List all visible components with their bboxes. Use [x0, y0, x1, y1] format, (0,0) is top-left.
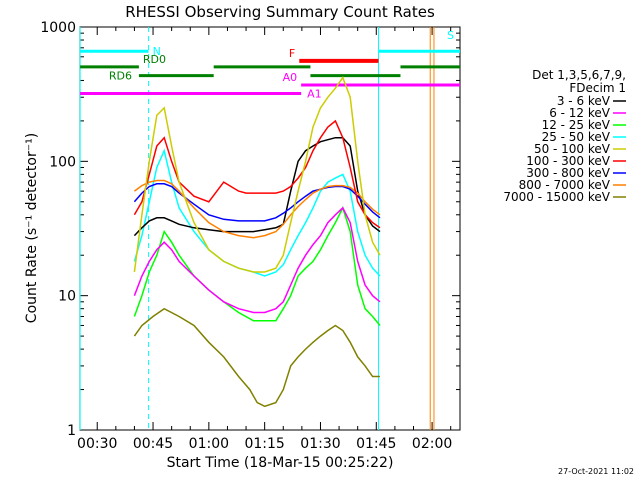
y-axis-label: Count Rate (s⁻¹ detector⁻¹) [24, 133, 40, 323]
x-tick-label: 01:15 [244, 436, 284, 452]
legend-header-2: FDecim 1 [569, 81, 626, 95]
state-label-f: F [289, 47, 295, 60]
legend-label: 6 - 12 keV [549, 106, 611, 120]
state-label-a0: A0 [283, 71, 298, 84]
legend-label: 100 - 300 keV [526, 154, 610, 168]
series-line-5 [133, 183, 381, 222]
state-label-n: N [153, 45, 161, 58]
series-line-4 [133, 136, 381, 237]
legend-label: 800 - 7000 keV [519, 178, 611, 192]
series-line-6 [133, 179, 381, 239]
series-line-2 [133, 206, 381, 314]
legend-label: 12 - 25 keV [542, 118, 611, 132]
series-line-3 [133, 148, 381, 277]
y-tick-label: 10 [58, 289, 76, 305]
x-tick-label: 02:00 [412, 436, 452, 452]
axis-ticks: 1 10 100 1000 00:30 00:45 01:00 01:15 01:30 01:45… [40, 20, 460, 452]
series-line-0 [133, 307, 380, 408]
y-tick-label: 1000 [40, 20, 76, 36]
legend-label: 50 - 100 keV [534, 142, 611, 156]
data-series [133, 76, 381, 408]
x-tick-label: 00:30 [77, 436, 117, 452]
x-axis-label: Start Time (18-Mar-15 00:25:22) [167, 455, 394, 471]
x-tick-label: 01:30 [300, 436, 340, 452]
legend-label: 7000 - 15000 keV [503, 190, 610, 204]
state-label-rd6: RD6 [109, 70, 132, 83]
y-tick-label: 1 [67, 423, 76, 439]
legend-label: 25 - 50 keV [542, 130, 611, 144]
vertical-markers [79, 27, 435, 430]
legend-label: 3 - 6 keV [557, 94, 611, 108]
y-tick-label: 100 [49, 154, 76, 170]
state-label-rd0: RD0 [143, 53, 166, 66]
series-line-7 [133, 119, 381, 229]
footer-date: 27-Oct-2021 11:02 [558, 467, 634, 476]
attenuator-bars: N S F RD0 RD6 A0 A1 [80, 29, 460, 100]
state-label-s: S [447, 29, 454, 42]
state-label-a1: A1 [307, 87, 322, 100]
series-line-8 [133, 76, 381, 273]
chart-title: RHESSI Observing Summary Count Rates [125, 3, 435, 21]
series-line-1 [133, 205, 381, 326]
x-tick-label: 00:45 [133, 436, 173, 452]
legend-header-1: Det 1,3,5,6,7,9, [532, 68, 626, 82]
x-tick-label: 01:00 [189, 436, 229, 452]
legend-label: 300 - 800 keV [526, 166, 610, 180]
x-tick-label: 01:45 [356, 436, 396, 452]
